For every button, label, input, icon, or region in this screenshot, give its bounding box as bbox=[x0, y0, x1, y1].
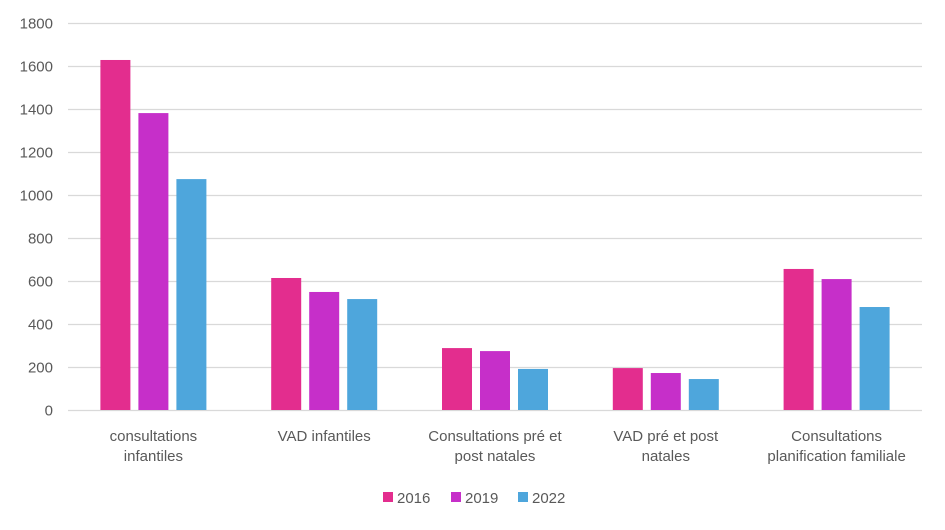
x-category-label: VAD infantiles bbox=[278, 428, 371, 445]
bar-2022 bbox=[347, 299, 378, 410]
bar-2019 bbox=[821, 279, 852, 410]
x-category-label: Consultations bbox=[791, 428, 882, 445]
y-tick-label: 1200 bbox=[20, 145, 53, 162]
legend-swatch-2019 bbox=[451, 492, 461, 502]
y-tick-label: 1000 bbox=[20, 188, 53, 205]
bars bbox=[100, 59, 890, 411]
y-tick-label: 0 bbox=[45, 403, 53, 420]
x-category-label: consultations bbox=[110, 428, 198, 445]
x-category-label: natales bbox=[642, 448, 690, 465]
bar-2019 bbox=[138, 113, 169, 411]
bar-2016 bbox=[612, 368, 643, 410]
bar-2019 bbox=[650, 373, 681, 410]
x-category-label: VAD pré et post bbox=[613, 428, 719, 445]
bar-2016 bbox=[442, 348, 472, 410]
bar-2022 bbox=[859, 307, 890, 410]
x-category-label: planification familiale bbox=[767, 448, 905, 465]
legend-label: 2022 bbox=[532, 490, 565, 507]
bar-2022 bbox=[518, 368, 548, 410]
bar-2016 bbox=[100, 59, 131, 410]
legend-swatch-2022 bbox=[518, 492, 528, 502]
y-tick-label: 400 bbox=[28, 317, 53, 334]
y-tick-label: 600 bbox=[28, 274, 53, 291]
x-category-label: infantiles bbox=[124, 448, 183, 465]
gridlines bbox=[68, 22, 922, 412]
y-tick-label: 1400 bbox=[20, 102, 53, 119]
y-axis-ticks: 0 200 400 600 800 1000 1200 1400 1600 1800 bbox=[20, 16, 53, 420]
x-axis-labels: consultations infantiles VAD infantiles Con… bbox=[110, 428, 906, 465]
bar-2016 bbox=[783, 268, 814, 410]
bar-2019 bbox=[480, 351, 510, 410]
y-tick-label: 1600 bbox=[20, 59, 53, 76]
y-tick-label: 800 bbox=[28, 231, 53, 248]
legend: 2016 2019 2022 bbox=[383, 490, 565, 507]
bar-2019 bbox=[309, 291, 340, 410]
x-category-label: post natales bbox=[455, 448, 536, 465]
legend-label: 2016 bbox=[397, 490, 430, 507]
legend-swatch-2016 bbox=[383, 492, 393, 502]
bar-2022 bbox=[688, 379, 719, 410]
y-tick-label: 1800 bbox=[20, 16, 53, 33]
y-tick-label: 200 bbox=[28, 360, 53, 377]
legend-label: 2019 bbox=[465, 490, 498, 507]
x-category-label: Consultations pré et bbox=[428, 428, 562, 445]
bar-2016 bbox=[271, 277, 302, 410]
bar-2022 bbox=[176, 179, 207, 410]
